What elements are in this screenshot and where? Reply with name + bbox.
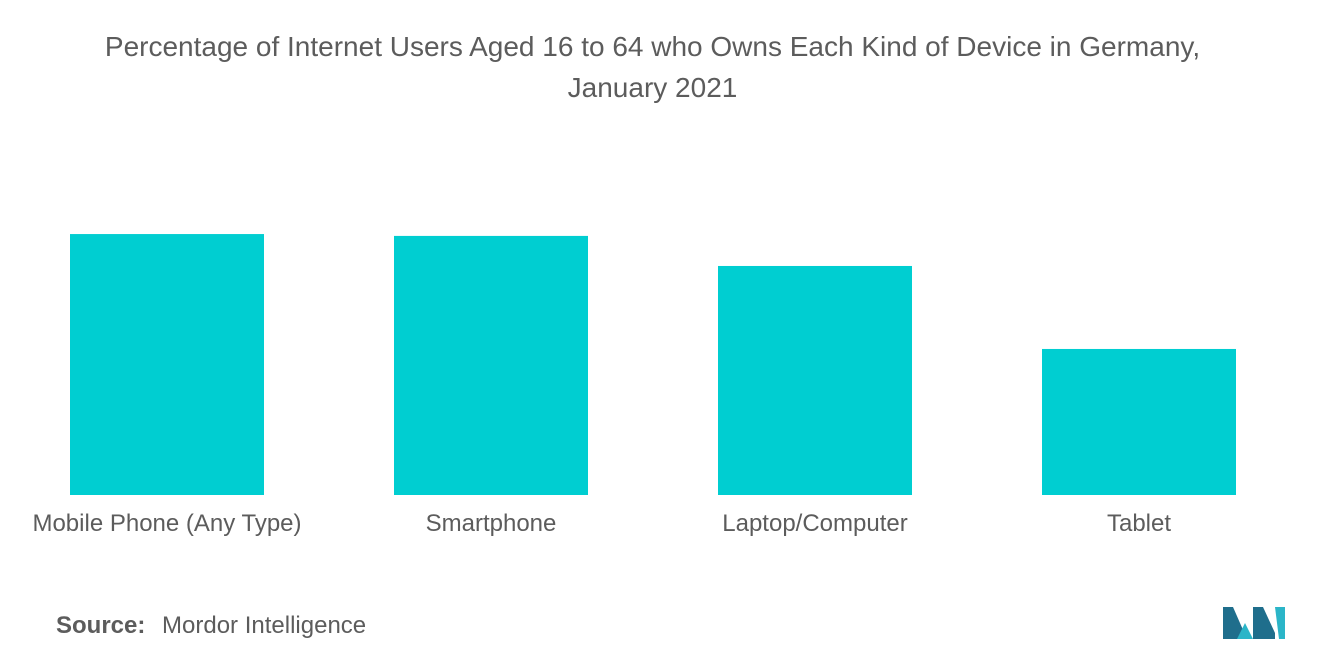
chart-title: Percentage of Internet Users Aged 16 to …: [0, 26, 1305, 108]
bar-3: [1042, 348, 1236, 495]
x-tick-label-0: Mobile Phone (Any Type): [32, 510, 301, 537]
mordor-intelligence-logo: [1223, 607, 1285, 639]
chart-title-line-2: January 2021: [567, 72, 738, 103]
bar-2: [718, 265, 912, 495]
x-tick-label-1: Smartphone: [426, 510, 557, 537]
source-label: Source:: [56, 612, 146, 639]
bar-1: [394, 235, 588, 495]
chart-title-line-1: Percentage of Internet Users Aged 16 to …: [104, 31, 1201, 62]
x-tick-label-2: Laptop/Computer: [722, 510, 907, 537]
source-text: Mordor Intelligence: [162, 612, 367, 639]
bar-0: [70, 234, 264, 495]
source-note: Source: Mordor Intelligence: [56, 612, 366, 640]
x-tick-label-3: Tablet: [1107, 510, 1171, 537]
